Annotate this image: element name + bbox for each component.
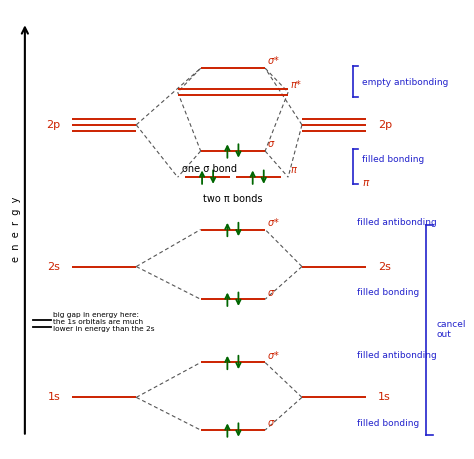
Text: filled bonding: filled bonding — [357, 288, 419, 297]
Text: filled antibonding: filled antibonding — [357, 218, 437, 227]
Text: $\sigma$*: $\sigma$* — [267, 216, 280, 228]
Text: $\sigma$: $\sigma$ — [267, 287, 276, 297]
Text: filled bonding: filled bonding — [357, 419, 419, 428]
Text: $\sigma$: $\sigma$ — [267, 418, 276, 428]
Text: two π bonds: two π bonds — [203, 194, 263, 204]
Text: $\sigma$*: $\sigma$* — [267, 55, 280, 67]
Text: $\sigma$*: $\sigma$* — [267, 349, 280, 361]
Text: e  n  e  r  g  y: e n e r g y — [10, 197, 21, 262]
Text: $\pi$: $\pi$ — [291, 165, 299, 175]
Text: empty antibonding: empty antibonding — [362, 78, 448, 87]
Text: filled antibonding: filled antibonding — [357, 351, 437, 360]
Text: 2p: 2p — [378, 120, 392, 130]
Text: 2s: 2s — [47, 262, 60, 272]
Text: one σ bond: one σ bond — [182, 164, 237, 174]
Text: 2s: 2s — [378, 262, 391, 272]
Text: filled bonding: filled bonding — [362, 155, 424, 164]
Text: 1s: 1s — [378, 392, 391, 403]
Text: $\pi$*: $\pi$* — [291, 78, 303, 90]
Text: 2p: 2p — [46, 120, 60, 130]
Text: 1s: 1s — [47, 392, 60, 403]
Text: big gap in energy here:
the 1s orbitals are much
lower in energy than the 2s: big gap in energy here: the 1s orbitals … — [54, 313, 155, 332]
Text: cancel
out: cancel out — [437, 320, 466, 340]
Text: $\sigma$: $\sigma$ — [267, 139, 276, 149]
Text: $\pi$: $\pi$ — [362, 178, 370, 188]
